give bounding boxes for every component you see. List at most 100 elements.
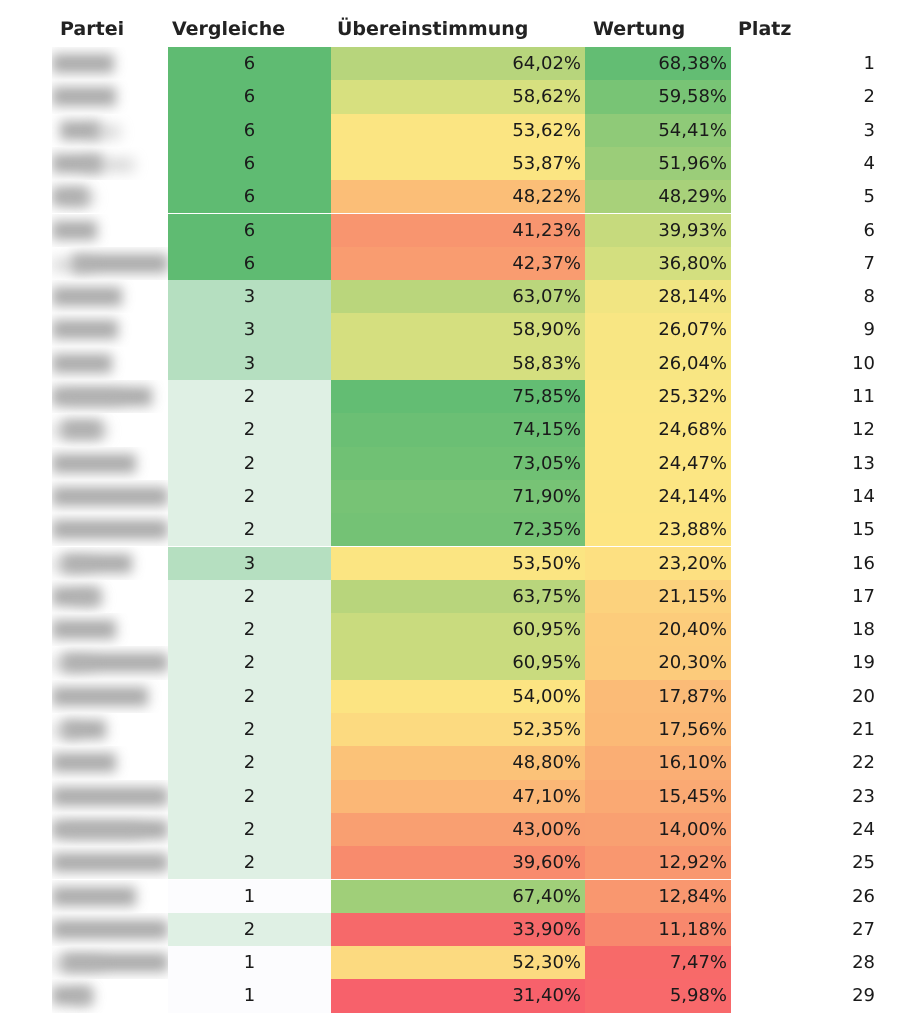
- wertung-cell: 24,68%: [585, 413, 731, 447]
- vergleiche-cell: 6: [168, 246, 331, 281]
- uebereinstimmung-cell: 42,37%: [331, 246, 585, 281]
- party-name-blurred: [52, 646, 168, 679]
- party-name-blurred: [52, 580, 168, 613]
- table-row: 2 71,90% 24,14% 14: [0, 479, 918, 514]
- header-partei: Partei: [60, 18, 125, 40]
- uebereinstimmung-cell: 52,30%: [331, 946, 585, 980]
- wertung-cell: 23,20%: [585, 546, 731, 580]
- wertung-cell: 36,80%: [585, 246, 731, 281]
- wertung-cell: 59,58%: [585, 80, 731, 114]
- platz-cell: 18: [852, 619, 875, 641]
- uebereinstimmung-cell: 58,83%: [331, 346, 585, 380]
- party-name-blurred: [52, 480, 168, 513]
- table-row: 2 47,10% 15,45% 23: [0, 779, 918, 813]
- party-name-blurred: [52, 413, 168, 446]
- wertung-cell: 5,98%: [585, 979, 731, 1013]
- wertung-cell: 39,93%: [585, 213, 731, 247]
- vergleiche-cell: 2: [168, 713, 331, 747]
- wertung-cell: 23,88%: [585, 513, 731, 547]
- table-row: 2 73,05% 24,47% 13: [0, 446, 918, 480]
- vergleiche-cell: 6: [168, 113, 331, 147]
- table-row: 6 53,62% 54,41% 3: [0, 113, 918, 147]
- table-row: 2 52,35% 17,56% 21: [0, 713, 918, 747]
- party-name-blurred: [52, 214, 168, 247]
- wertung-cell: 26,07%: [585, 313, 731, 347]
- platz-cell: 10: [852, 352, 875, 374]
- vergleiche-cell: 2: [168, 646, 331, 680]
- uebereinstimmung-cell: 75,85%: [331, 380, 585, 414]
- vergleiche-cell: 2: [168, 846, 331, 880]
- table-row: 2 39,60% 12,92% 25: [0, 846, 918, 880]
- platz-cell: 28: [852, 952, 875, 974]
- platz-cell: 12: [852, 419, 875, 441]
- vergleiche-cell: 2: [168, 812, 331, 847]
- party-name-blurred: [52, 680, 168, 713]
- table-row: 2 43,00% 14,00% 24: [0, 812, 918, 847]
- vergleiche-cell: 2: [168, 613, 331, 647]
- uebereinstimmung-cell: 53,50%: [331, 546, 585, 580]
- vergleiche-cell: 6: [168, 80, 331, 114]
- table-row: 2 75,85% 25,32% 11: [0, 380, 918, 414]
- platz-cell: 25: [852, 852, 875, 874]
- vergleiche-cell: 2: [168, 579, 331, 614]
- wertung-cell: 26,04%: [585, 346, 731, 380]
- platz-cell: 19: [852, 652, 875, 674]
- vergleiche-cell: 2: [168, 413, 331, 447]
- uebereinstimmung-cell: 39,60%: [331, 846, 585, 880]
- table-row: 2 54,00% 17,87% 20: [0, 679, 918, 713]
- wertung-cell: 20,40%: [585, 613, 731, 647]
- vergleiche-cell: 2: [168, 779, 331, 813]
- table-row: 2 60,95% 20,30% 19: [0, 646, 918, 680]
- wertung-cell: 15,45%: [585, 779, 731, 813]
- uebereinstimmung-cell: 74,15%: [331, 413, 585, 447]
- platz-cell: 29: [852, 985, 875, 1007]
- uebereinstimmung-cell: 48,22%: [331, 180, 585, 214]
- table-row: 3 53,50% 23,20% 16: [0, 546, 918, 580]
- vergleiche-cell: 6: [168, 47, 331, 81]
- table-row: 2 74,15% 24,68% 12: [0, 413, 918, 447]
- platz-cell: 27: [852, 918, 875, 940]
- platz-cell: 24: [852, 818, 875, 840]
- table-row: 6 53,87% 51,96% 4: [0, 146, 918, 181]
- uebereinstimmung-cell: 58,62%: [331, 80, 585, 114]
- uebereinstimmung-cell: 33,90%: [331, 912, 585, 947]
- wertung-cell: 24,47%: [585, 446, 731, 480]
- party-name-blurred: [52, 713, 168, 746]
- uebereinstimmung-cell: 63,07%: [331, 280, 585, 314]
- wertung-cell: 68,38%: [585, 47, 731, 81]
- wertung-cell: 51,96%: [585, 146, 731, 181]
- wertung-cell: 12,92%: [585, 846, 731, 880]
- vergleiche-cell: 3: [168, 346, 331, 380]
- wertung-cell: 17,56%: [585, 713, 731, 747]
- vergleiche-cell: 2: [168, 513, 331, 547]
- wertung-cell: 21,15%: [585, 579, 731, 614]
- platz-cell: 11: [852, 386, 875, 407]
- uebereinstimmung-cell: 43,00%: [331, 812, 585, 847]
- wertung-cell: 16,10%: [585, 746, 731, 780]
- vergleiche-cell: 6: [168, 180, 331, 214]
- uebereinstimmung-cell: 41,23%: [331, 213, 585, 247]
- platz-cell: 26: [852, 885, 875, 907]
- vergleiche-cell: 2: [168, 446, 331, 480]
- party-name-blurred: [52, 979, 168, 1012]
- uebereinstimmung-cell: 54,00%: [331, 679, 585, 713]
- party-name-blurred: [52, 280, 168, 313]
- party-name-blurred: [52, 247, 168, 280]
- table-row: 3 58,83% 26,04% 10: [0, 346, 918, 380]
- platz-cell: 8: [863, 286, 875, 308]
- wertung-cell: 12,84%: [585, 879, 731, 913]
- table-row: 1 67,40% 12,84% 26: [0, 879, 918, 913]
- platz-cell: 6: [863, 219, 875, 241]
- header-platz: Platz: [738, 18, 792, 40]
- platz-cell: 14: [852, 485, 875, 507]
- vergleiche-cell: 6: [168, 146, 331, 181]
- party-name-blurred: [52, 313, 168, 346]
- platz-cell: 20: [852, 685, 875, 707]
- vergleiche-cell: 2: [168, 912, 331, 947]
- vergleiche-cell: 2: [168, 380, 331, 414]
- table-row: 6 42,37% 36,80% 7: [0, 246, 918, 281]
- uebereinstimmung-cell: 60,95%: [331, 613, 585, 647]
- party-name-blurred: [52, 613, 168, 646]
- party-name-blurred: [52, 180, 168, 213]
- wertung-cell: 11,18%: [585, 912, 731, 947]
